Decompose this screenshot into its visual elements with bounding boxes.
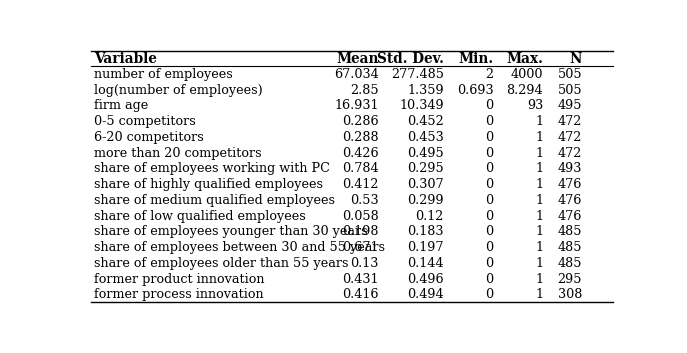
Text: 472: 472 [558,115,582,128]
Text: 0: 0 [485,131,493,144]
Text: 0.198: 0.198 [342,226,379,238]
Text: 0.496: 0.496 [407,273,444,286]
Text: 0.144: 0.144 [407,257,444,270]
Text: Max.: Max. [506,52,543,66]
Text: 0: 0 [485,162,493,175]
Text: 0.784: 0.784 [342,162,379,175]
Text: 476: 476 [558,194,582,207]
Text: log(number of employees): log(number of employees) [94,84,262,97]
Text: 0.286: 0.286 [342,115,379,128]
Text: 0.416: 0.416 [342,288,379,301]
Text: 0.494: 0.494 [407,288,444,301]
Text: 0: 0 [485,257,493,270]
Text: 0.299: 0.299 [407,194,444,207]
Text: 0.671: 0.671 [342,241,379,254]
Text: 0.13: 0.13 [350,257,379,270]
Text: 8.294: 8.294 [506,84,543,97]
Text: firm age: firm age [94,100,148,113]
Text: 0.426: 0.426 [342,147,379,160]
Text: 1: 1 [535,178,543,191]
Text: 1: 1 [535,210,543,223]
Text: share of medium qualified employees: share of medium qualified employees [94,194,335,207]
Text: 476: 476 [558,210,582,223]
Text: 1: 1 [535,226,543,238]
Text: 0: 0 [485,178,493,191]
Text: 0.495: 0.495 [407,147,444,160]
Text: 0.12: 0.12 [416,210,444,223]
Text: 472: 472 [558,131,582,144]
Text: 0.412: 0.412 [342,178,379,191]
Text: 476: 476 [558,178,582,191]
Text: 0.058: 0.058 [342,210,379,223]
Text: 2.85: 2.85 [350,84,379,97]
Text: 485: 485 [558,226,582,238]
Text: Std. Dev.: Std. Dev. [377,52,444,66]
Text: 0: 0 [485,241,493,254]
Text: 1: 1 [535,241,543,254]
Text: 10.349: 10.349 [399,100,444,113]
Text: Mean: Mean [336,52,379,66]
Text: 0.183: 0.183 [407,226,444,238]
Text: 1: 1 [535,131,543,144]
Text: 0.288: 0.288 [342,131,379,144]
Text: 495: 495 [558,100,582,113]
Text: 485: 485 [558,257,582,270]
Text: 505: 505 [558,68,582,81]
Text: 0.53: 0.53 [350,194,379,207]
Text: 4000: 4000 [510,68,543,81]
Text: 0.431: 0.431 [342,273,379,286]
Text: 295: 295 [558,273,582,286]
Text: 1: 1 [535,194,543,207]
Text: 0.453: 0.453 [407,131,444,144]
Text: 6-20 competitors: 6-20 competitors [94,131,203,144]
Text: 0: 0 [485,100,493,113]
Text: Variable: Variable [94,52,157,66]
Text: 0.295: 0.295 [407,162,444,175]
Text: 1.359: 1.359 [407,84,444,97]
Text: 0: 0 [485,147,493,160]
Text: 1: 1 [535,288,543,301]
Text: 0-5 competitors: 0-5 competitors [94,115,196,128]
Text: share of employees younger than 30 years: share of employees younger than 30 years [94,226,368,238]
Text: 1: 1 [535,162,543,175]
Text: 93: 93 [527,100,543,113]
Text: 16.931: 16.931 [334,100,379,113]
Text: 485: 485 [558,241,582,254]
Text: 0: 0 [485,288,493,301]
Text: 0.307: 0.307 [407,178,444,191]
Text: share of highly qualified employees: share of highly qualified employees [94,178,323,191]
Text: 277.485: 277.485 [391,68,444,81]
Text: Min.: Min. [458,52,493,66]
Text: 0.693: 0.693 [457,84,493,97]
Text: 0.197: 0.197 [407,241,444,254]
Text: former product innovation: former product innovation [94,273,264,286]
Text: 0: 0 [485,226,493,238]
Text: 1: 1 [535,257,543,270]
Text: 0: 0 [485,115,493,128]
Text: 67.034: 67.034 [334,68,379,81]
Text: share of employees working with PC: share of employees working with PC [94,162,330,175]
Text: share of employees between 30 and 55 years: share of employees between 30 and 55 yea… [94,241,385,254]
Text: 0: 0 [485,210,493,223]
Text: former process innovation: former process innovation [94,288,264,301]
Text: share of employees older than 55 years: share of employees older than 55 years [94,257,348,270]
Text: share of low qualified employees: share of low qualified employees [94,210,306,223]
Text: 0: 0 [485,194,493,207]
Text: 493: 493 [558,162,582,175]
Text: 308: 308 [558,288,582,301]
Text: 0.452: 0.452 [407,115,444,128]
Text: more than 20 competitors: more than 20 competitors [94,147,262,160]
Text: 0: 0 [485,273,493,286]
Text: 2: 2 [485,68,493,81]
Text: 472: 472 [558,147,582,160]
Text: 1: 1 [535,115,543,128]
Text: N: N [570,52,582,66]
Text: 1: 1 [535,147,543,160]
Text: number of employees: number of employees [94,68,233,81]
Text: 1: 1 [535,273,543,286]
Text: 505: 505 [558,84,582,97]
